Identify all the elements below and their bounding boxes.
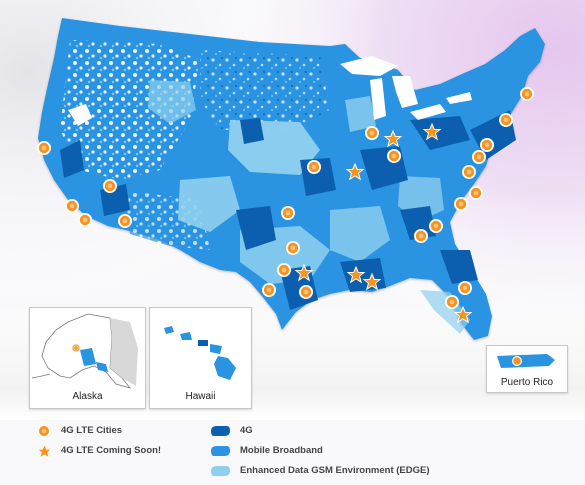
legend-edge: Enhanced Data GSM Environment (EDGE) [240,465,430,476]
alaska-inset: Alaska [29,307,146,409]
lte-city-marker-icon[interactable] [103,179,117,193]
puerto-rico-map [497,354,555,368]
legend: 4G LTE Cities 4G LTE Coming Soon! 4G Mob… [0,414,585,485]
lte-city-marker-icon[interactable] [281,206,295,220]
great-lakes [68,56,472,126]
star-marker-icon [37,444,52,459]
edge-swatch-icon [211,466,230,476]
hawaii-inset: Hawaii [149,307,252,409]
lte-soon-star-icon[interactable] [362,272,382,291]
lte-city-marker-icon[interactable] [445,295,459,309]
lte-soon-markers [294,122,473,324]
lte-city-marker-icon[interactable] [277,263,291,277]
lte-city-marker-icon[interactable] [472,150,486,164]
lte-city-marker-icon[interactable] [65,199,79,213]
circle-marker-icon [37,424,51,438]
lte-city-marker-icon[interactable] [414,229,428,243]
lte-city-marker-icon[interactable] [262,283,276,297]
lte-city-marker-icon[interactable] [462,165,476,179]
lte-city-marker-icon[interactable] [78,213,92,227]
lte-city-markers [37,87,534,309]
lte-city-marker-icon[interactable] [387,149,401,163]
lte-soon-star-icon[interactable] [453,305,473,324]
lte-city-marker-icon[interactable] [469,186,483,200]
lte-city-marker-icon[interactable] [520,87,534,101]
alaska-map [31,313,138,389]
lte-city-marker-icon[interactable] [307,160,321,174]
hawaii-label: Hawaii [185,391,216,402]
puerto-rico-label: Puerto Rico [500,377,554,388]
alaska-label: Alaska [72,391,103,402]
puerto-rico-inset: Puerto Rico [486,345,568,393]
lte-soon-star-icon[interactable] [346,265,366,284]
lte-soon-star-icon[interactable] [422,122,442,141]
lte-city-marker-icon[interactable] [458,281,472,295]
lte-city-marker-icon[interactable] [480,138,494,152]
lte-city-marker-icon[interactable] [365,126,379,140]
lte-city-marker-icon[interactable] [499,113,513,127]
lte-soon-star-icon[interactable] [345,162,365,181]
lte-soon-star-icon[interactable] [383,129,403,148]
lte-city-marker-icon[interactable] [429,219,443,233]
hawaii-map [164,326,236,380]
lte-city-marker-icon[interactable] [454,197,468,211]
legend-4g: 4G [240,425,253,436]
fourg-swatch-icon [211,426,230,436]
legend-lte-soon: 4G LTE Coming Soon! [61,445,162,456]
legend-mobile-broadband: Mobile Broadband [240,445,323,456]
lte-city-marker-icon[interactable] [37,141,51,155]
lte-city-marker-icon[interactable] [286,241,300,255]
legend-lte-cities: 4G LTE Cities [61,425,123,436]
mobile-broadband-swatch-icon [211,446,230,456]
lte-soon-star-icon[interactable] [294,263,314,282]
lte-city-marker-icon[interactable] [118,214,132,228]
lte-city-marker-icon[interactable] [299,285,313,299]
